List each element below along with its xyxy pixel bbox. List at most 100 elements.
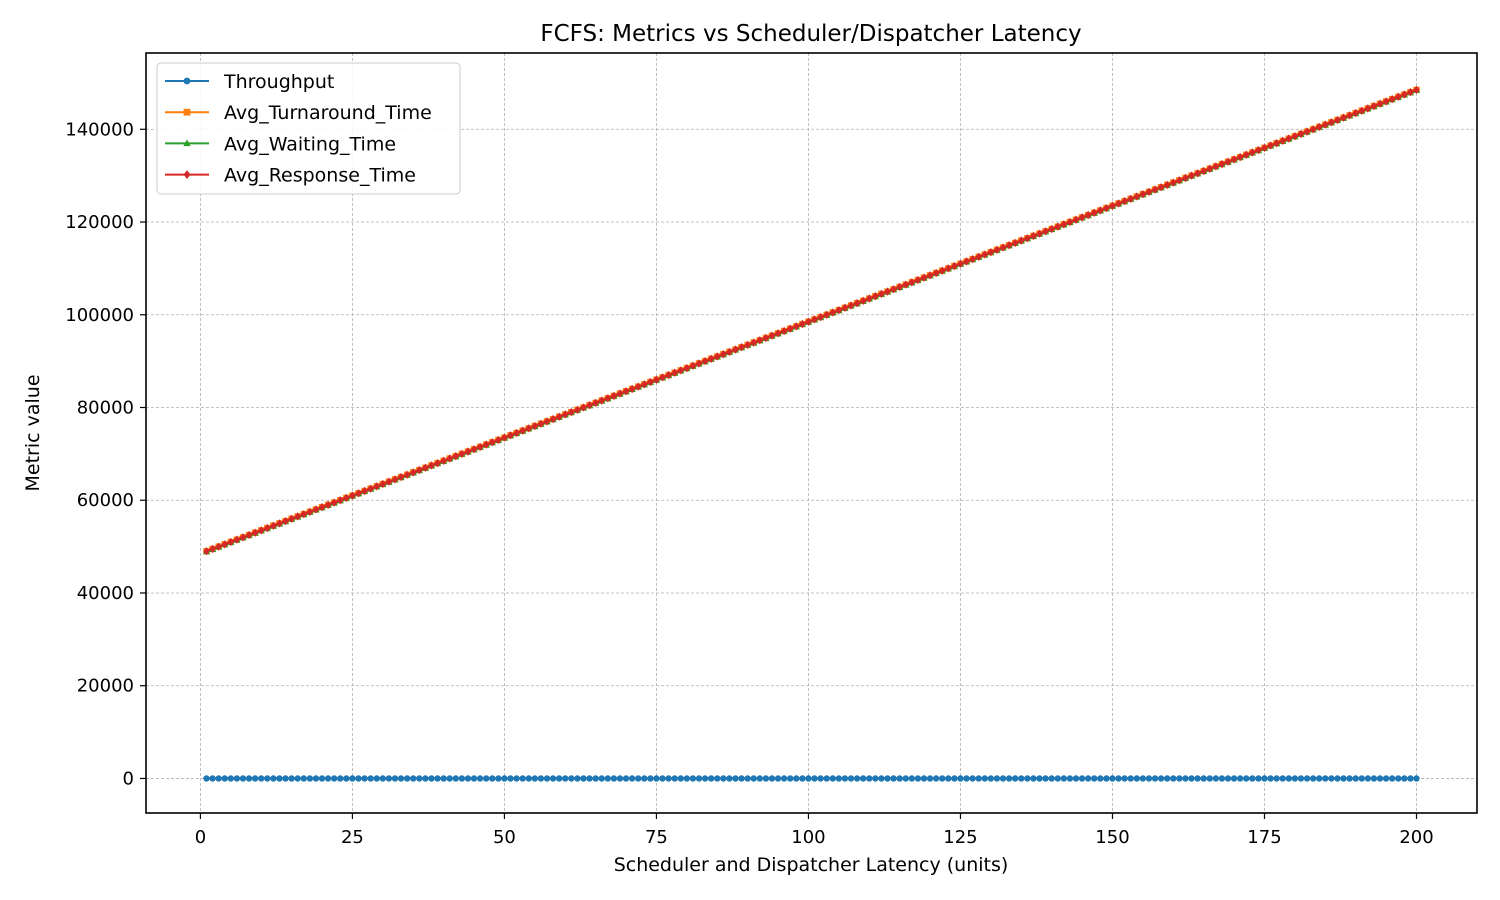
data-point [1072,775,1080,782]
data-point [470,445,478,454]
data-point [744,775,751,782]
data-point [1151,775,1159,782]
data-point [1005,775,1013,782]
data-point [914,275,922,285]
data-point [1188,775,1195,782]
data-point [817,775,824,782]
data-point [434,458,441,468]
data-point [1224,157,1232,166]
data-point [1151,185,1159,194]
data-point [908,278,916,287]
data-point [1066,217,1074,227]
data-point [659,373,666,382]
data-point [337,775,344,782]
data-point [1206,164,1213,173]
y-tick-label: 60000 [77,490,134,511]
data-point [264,775,271,782]
data-point [1036,229,1043,238]
data-point [1115,775,1122,782]
data-point [610,391,618,401]
data-point [507,431,514,440]
data-point [1206,775,1213,782]
x-tick-label: 125 [943,827,977,848]
data-point [1370,101,1378,111]
y-tick-label: 80000 [77,397,134,418]
data-point [1340,113,1347,122]
data-point [774,329,782,338]
data-point [1145,775,1153,782]
data-point [549,775,557,782]
data-point [1121,196,1128,206]
data-point [1176,775,1183,782]
data-point [264,523,271,533]
data-point [1334,775,1341,782]
data-point [939,266,946,275]
data-point [312,505,320,514]
data-point [513,428,520,438]
data-point [714,352,721,361]
data-point [1018,775,1025,782]
data-point [823,310,830,319]
data-point [1200,166,1207,176]
data-point [689,775,697,782]
data-point [604,775,612,782]
data-point [258,526,265,535]
y-tick-label: 140000 [65,119,134,140]
data-point [1054,775,1061,782]
data-point [616,775,624,782]
y-tick-label: 0 [123,768,134,789]
data-point [562,775,569,782]
data-point [1267,141,1274,150]
data-point [440,775,447,782]
data-point [495,435,502,445]
data-point [1334,115,1341,125]
data-point [306,507,314,516]
data-point [1072,215,1080,224]
data-point [1255,775,1262,782]
data-point [823,775,830,782]
data-point [932,268,940,278]
data-point [592,775,599,782]
x-tick-label: 25 [341,827,364,848]
legend-label: Throughput [223,71,334,93]
data-point [1133,192,1141,201]
data-point [853,775,861,782]
data-point [270,521,277,530]
data-point [531,775,539,782]
data-point [622,387,630,396]
data-point [1042,227,1049,236]
data-point [835,775,843,782]
data-point [1018,236,1025,245]
data-point [707,354,715,363]
data-point [1346,775,1353,782]
data-point [999,775,1007,782]
data-point [659,775,666,782]
data-point [215,542,222,551]
data-point [689,361,697,370]
data-point [756,336,764,345]
data-point [1382,97,1390,106]
data-point [1048,775,1055,782]
data-point [221,540,228,549]
data-point [695,775,703,782]
legend-marker [183,139,191,147]
legend-item: Avg_Waiting_Time [165,133,396,155]
data-point [866,294,873,303]
data-point [1121,775,1128,782]
data-point [829,308,836,317]
data-point [1212,162,1220,171]
data-point [598,775,605,782]
y-tick-label: 120000 [65,212,134,233]
series-throughput [203,775,1420,782]
data-point [245,530,253,540]
legend-marker [183,170,191,180]
data-point [628,775,636,782]
data-point [397,472,405,482]
data-point [562,410,569,419]
data-point [568,775,575,782]
legend-marker [183,108,191,116]
data-point [1157,183,1165,192]
data-point [452,452,459,461]
data-point [762,775,770,782]
